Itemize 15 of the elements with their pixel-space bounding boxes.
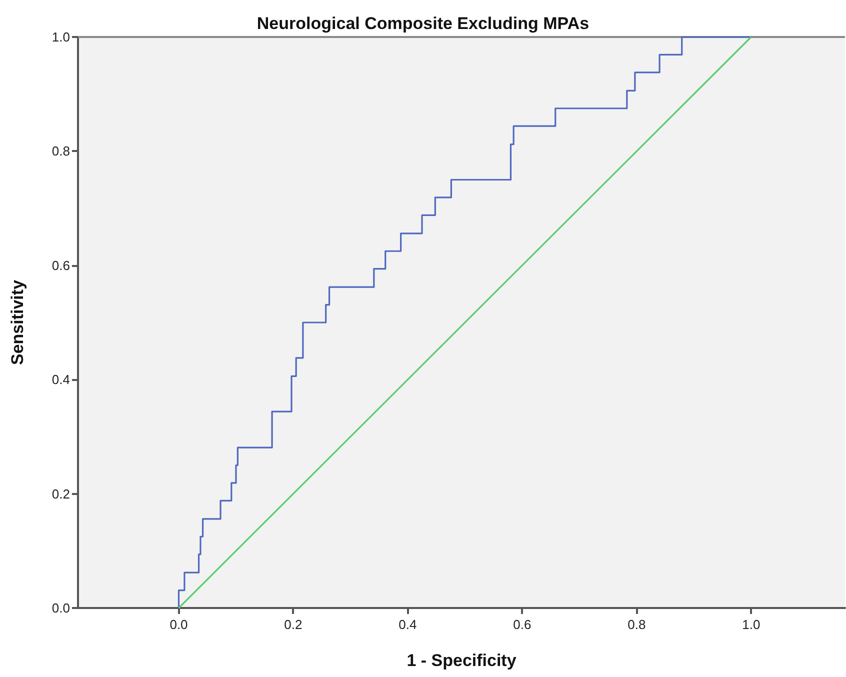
x-tick-label: 1.0: [742, 617, 760, 632]
y-tick-label: 1.0: [52, 30, 70, 44]
x-tick-label: 0.0: [170, 617, 188, 632]
y-axis-title: Sensitivity: [8, 279, 27, 366]
x-axis-title: 1 - Specificity: [406, 651, 517, 670]
x-tick-label: 0.2: [284, 617, 302, 632]
chart-title: Neurological Composite Excluding MPAs: [256, 14, 590, 33]
x-tick-label: 0.4: [398, 617, 417, 632]
y-tick-label: 0.6: [52, 258, 70, 273]
x-tick-label: 0.8: [628, 617, 646, 632]
x-tick-label: 0.6: [513, 617, 532, 632]
y-tick-label: 0.0: [52, 600, 70, 616]
y-tick-label: 0.2: [52, 486, 70, 502]
y-tick-label: 0.4: [52, 372, 70, 388]
y-tick-label: 0.8: [52, 144, 70, 159]
